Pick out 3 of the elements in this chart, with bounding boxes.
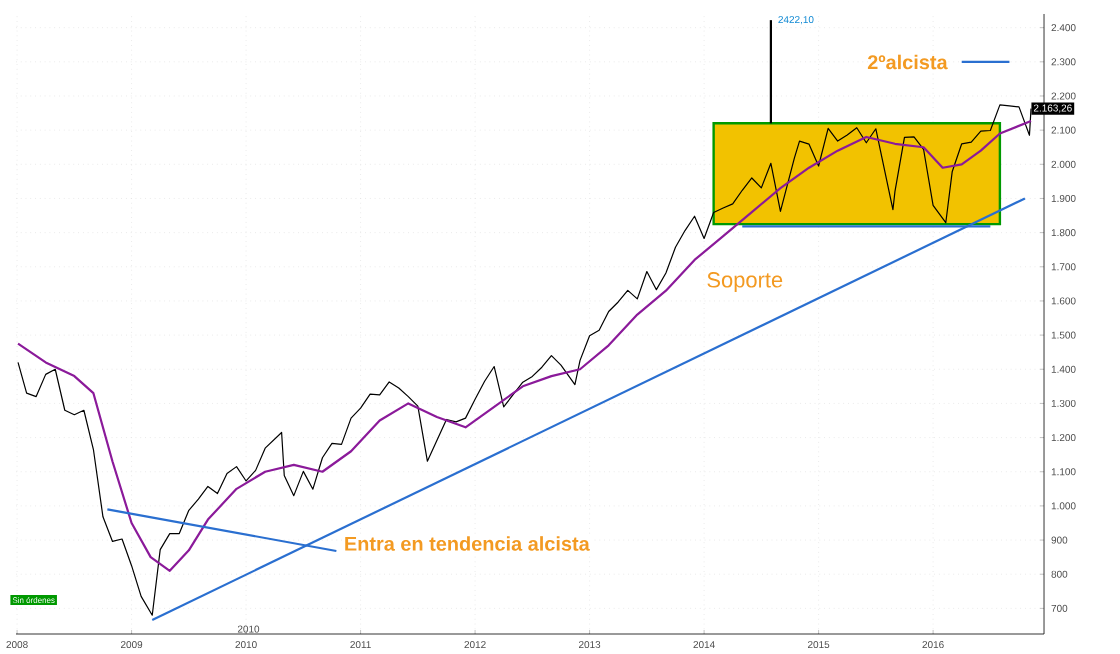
annotation: Entra en tendencia alcista (345, 536, 590, 551)
annotation: 2ºalcista (867, 54, 948, 70)
annotation: Soporte (707, 272, 783, 292)
